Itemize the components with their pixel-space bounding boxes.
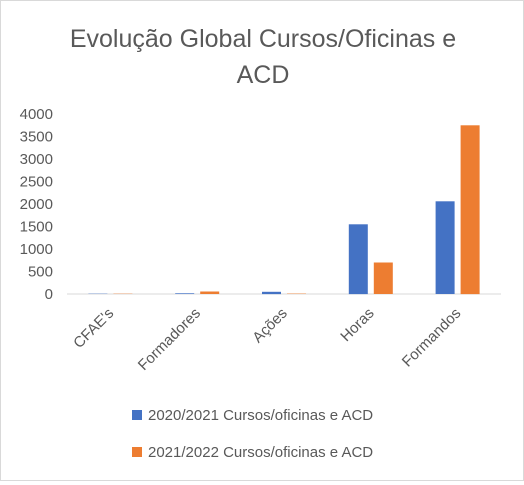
legend-swatch-series-2 [132, 447, 142, 457]
y-tick-label: 2500 [20, 174, 53, 191]
bar-2-2 [200, 292, 219, 295]
bar-1-4 [349, 224, 368, 294]
y-tick-label: 1000 [20, 241, 53, 258]
bar-1-3 [262, 292, 281, 294]
x-axis-ticks: CFAE's Formadores Ações Horas Formandos [70, 305, 464, 374]
bar-1-2 [175, 293, 194, 294]
x-tick-label: Ações [249, 305, 291, 347]
x-tick-label: Horas [337, 305, 377, 345]
y-tick-label: 4000 [20, 106, 53, 123]
bar-2-4 [374, 263, 393, 295]
y-tick-label: 0 [45, 286, 53, 303]
legend-label-series-1: 2020/2021 Cursos/oficinas e ACD [148, 407, 373, 424]
legend: 2020/2021 Cursos/oficinas e ACD 2021/202… [132, 407, 373, 461]
x-tick-label: Formandos [399, 305, 465, 371]
bars-group [88, 125, 479, 294]
y-tick-label: 3500 [20, 129, 53, 146]
chart-title-line-1: Evolução Global Cursos/Oficinas e [70, 25, 456, 53]
chart-title-line-2: ACD [237, 61, 290, 89]
y-axis-ticks: 0 500 1000 1500 2000 2500 3000 3500 4000 [20, 106, 53, 303]
bar-2-5 [461, 125, 480, 294]
x-tick-label: Formadores [135, 305, 204, 374]
legend-swatch-series-1 [132, 410, 142, 420]
y-tick-label: 500 [28, 264, 53, 281]
y-tick-label: 2000 [20, 196, 53, 213]
x-tick-label: CFAE's [70, 305, 117, 352]
y-tick-label: 3000 [20, 151, 53, 168]
bar-1-5 [436, 201, 455, 294]
y-tick-label: 1500 [20, 219, 53, 236]
legend-label-series-2: 2021/2022 Cursos/oficinas e ACD [148, 444, 373, 461]
